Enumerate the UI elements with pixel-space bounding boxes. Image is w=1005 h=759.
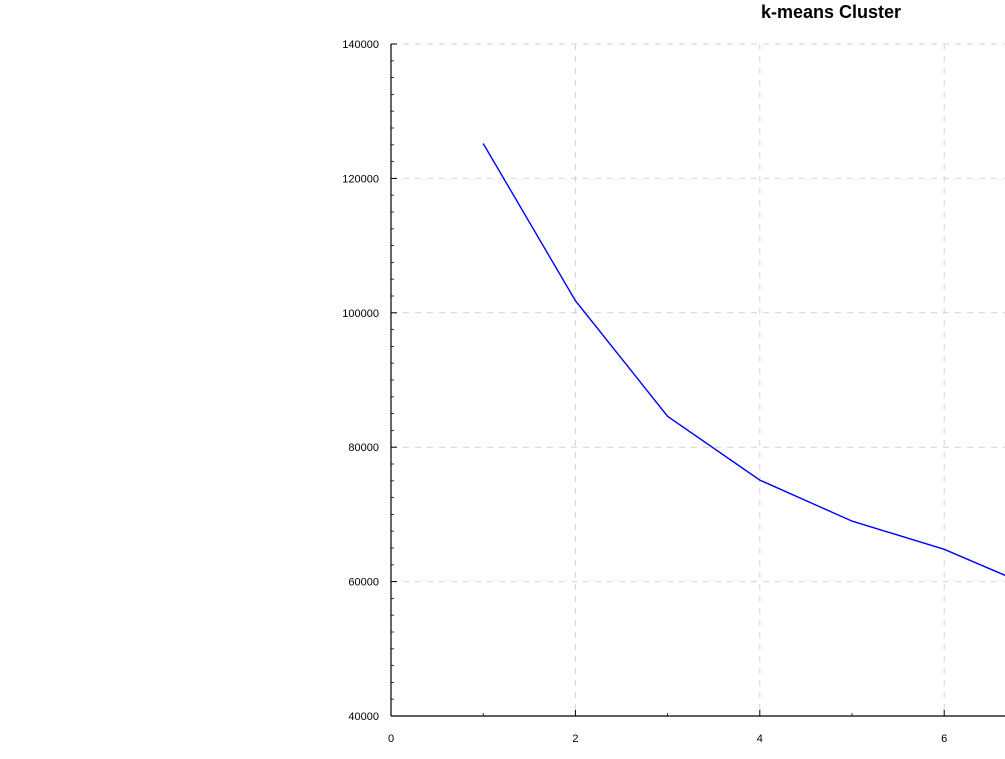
x-tick-label: 2 xyxy=(572,733,578,745)
x-tick-label: 0 xyxy=(388,733,394,745)
y-tick-label: 140000 xyxy=(342,39,379,51)
series-line xyxy=(483,144,1005,577)
y-tick-label: 120000 xyxy=(342,173,379,185)
axes xyxy=(391,44,1005,716)
y-tick-label: 60000 xyxy=(348,577,379,589)
y-tick-label: 80000 xyxy=(348,442,379,454)
series-layer xyxy=(483,143,1005,576)
x-tick-label: 4 xyxy=(757,733,763,745)
y-tick-label: 40000 xyxy=(348,711,379,723)
tick-labels: 40000 60000 80000 100000 120000 140000 0 2 4 6 xyxy=(342,39,947,745)
y-tick-label: 100000 xyxy=(342,308,379,320)
x-tick-label: 6 xyxy=(941,733,947,745)
tick-marks xyxy=(391,44,944,716)
grid xyxy=(391,44,1005,716)
chart-title: k-means Cluster xyxy=(761,2,901,22)
